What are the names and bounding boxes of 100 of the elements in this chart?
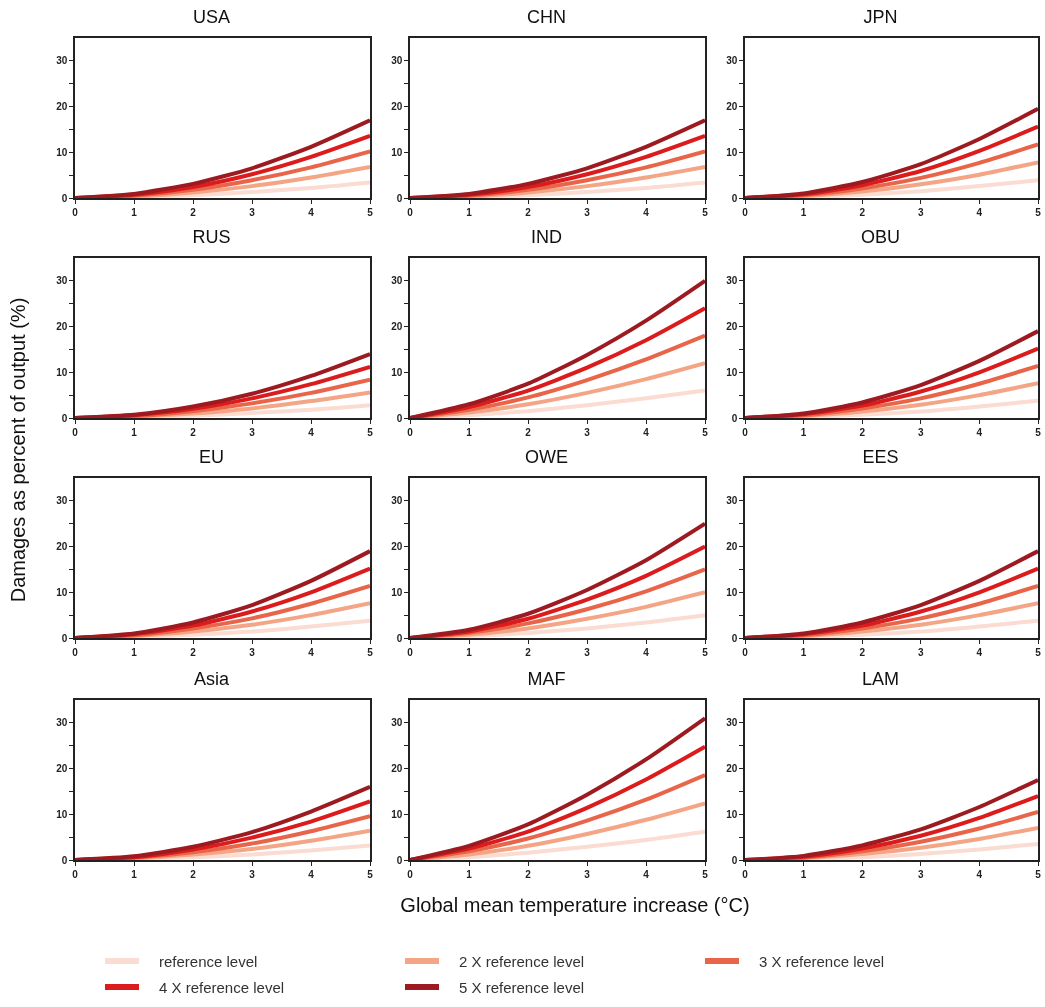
y-tick-label: 10 [56,586,68,598]
x-tick-label: 5 [1035,426,1042,438]
x-tick-label: 5 [367,868,374,880]
chart-title: CHN [527,6,566,27]
x-tick-label: 4 [308,868,315,880]
y-tick-label: 0 [731,412,738,424]
y-tick-label: 30 [726,275,738,287]
x-tick-label: 5 [1035,206,1042,218]
x-tick-label: 1 [131,868,138,880]
x-tick-label: 0 [72,868,79,880]
x-tick-label: 4 [643,646,650,658]
chart-title: LAM [861,668,900,689]
y-tick-label: 30 [391,275,403,287]
line-series [745,549,1038,638]
x-tick-label: 2 [525,646,532,658]
y-tick-label: 20 [726,321,738,333]
line-series [745,106,1038,198]
x-tick-label: 1 [800,206,807,218]
x-tick-label: 3 [584,646,591,658]
x-tick-label: 1 [800,426,807,438]
y-tick-label: 0 [396,412,403,424]
x-tick-label: 0 [407,868,414,880]
y-tick-label: 30 [726,55,738,67]
y-tick-label: 20 [56,763,68,775]
y-tick-label: 30 [391,495,403,507]
y-tick-label: 0 [731,854,738,866]
y-tick-label: 0 [61,412,68,424]
y-tick-label: 30 [726,717,738,729]
x-tick-label: 2 [859,646,866,658]
x-tick-label: 4 [643,868,650,880]
y-tick-label: 0 [396,854,403,866]
y-axis-title: Damages as percent of output (%) [6,297,30,603]
y-tick-label: 10 [56,808,68,820]
y-tick-label: 0 [61,192,68,204]
x-tick-label: 1 [466,206,473,218]
y-tick-label: 20 [56,321,68,333]
y-tick-label: 10 [726,586,738,598]
y-tick-label: 20 [391,101,403,113]
x-tick-label: 2 [190,426,197,438]
x-tick-label: 4 [308,646,315,658]
x-tick-label: 3 [249,426,256,438]
line-series [75,352,370,418]
chart-title: Asia [193,668,230,689]
y-tick-label: 20 [56,101,68,113]
x-tick-label: 1 [131,426,138,438]
y-tick-label: 0 [396,632,403,644]
y-tick-label: 10 [726,366,738,378]
x-tick-label: 1 [800,868,807,880]
x-tick-label: 5 [702,868,709,880]
y-tick-label: 20 [726,101,738,113]
y-tick-label: 30 [391,55,403,67]
x-tick-label: 2 [525,426,532,438]
line-series [745,778,1038,860]
x-tick-label: 4 [308,206,315,218]
x-tick-label: 5 [1035,868,1042,880]
x-tick-label: 5 [702,426,709,438]
y-tick-label: 0 [731,632,738,644]
x-tick-label: 2 [525,868,532,880]
x-tick-label: 0 [742,426,749,438]
chart-title: EES [862,446,899,467]
x-tick-label: 3 [249,868,256,880]
x-tick-label: 3 [584,206,591,218]
line-series [745,329,1038,418]
x-tick-label: 4 [976,868,983,880]
legend-label: reference level [159,952,258,970]
line-series [75,784,370,860]
x-tick-label: 2 [859,426,866,438]
x-tick-label: 1 [466,426,473,438]
x-tick-label: 5 [367,426,374,438]
y-tick-label: 30 [56,495,68,507]
line-series [75,118,370,198]
y-tick-label: 20 [391,763,403,775]
chart-title: IND [531,226,562,247]
x-tick-label: 2 [859,206,866,218]
y-tick-label: 0 [396,192,403,204]
x-tick-label: 3 [584,426,591,438]
x-tick-label: 0 [742,206,749,218]
chart-title: RUS [192,226,231,247]
y-tick-label: 20 [726,541,738,553]
x-tick-label: 3 [249,646,256,658]
x-tick-label: 1 [131,646,138,658]
chart-title: MAF [527,668,566,689]
y-tick-label: 10 [726,808,738,820]
y-tick-label: 20 [56,541,68,553]
chart-title: OWE [525,446,568,467]
line-series [75,549,370,638]
y-tick-label: 30 [56,55,68,67]
line-series [410,521,705,638]
chart-title: OBU [860,226,901,247]
x-tick-label: 1 [466,868,473,880]
x-tick-label: 0 [407,206,414,218]
x-tick-label: 3 [249,206,256,218]
x-tick-label: 3 [584,868,591,880]
x-tick-label: 3 [918,426,925,438]
x-tick-label: 3 [918,206,925,218]
x-tick-label: 4 [976,646,983,658]
legend-label: 5 X reference level [459,978,585,996]
y-tick-label: 10 [391,366,403,378]
line-series [410,278,705,418]
x-tick-label: 5 [367,646,374,658]
